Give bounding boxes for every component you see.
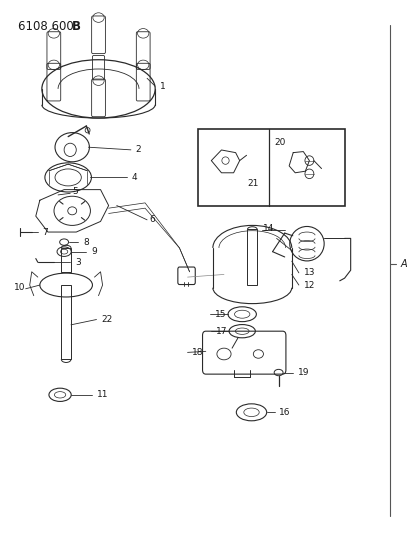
Bar xyxy=(197,128,344,206)
Text: 15: 15 xyxy=(214,310,226,319)
Text: 4: 4 xyxy=(131,173,137,182)
Bar xyxy=(247,229,256,285)
Text: 8: 8 xyxy=(83,238,89,247)
Text: 13: 13 xyxy=(303,268,315,277)
Bar xyxy=(61,248,71,272)
Text: B: B xyxy=(72,20,81,33)
Text: 6: 6 xyxy=(149,215,155,224)
Text: 1: 1 xyxy=(160,82,165,91)
Text: 18: 18 xyxy=(192,348,203,357)
Text: 14: 14 xyxy=(263,224,274,233)
Text: 10: 10 xyxy=(13,283,25,292)
Text: 2: 2 xyxy=(135,146,141,155)
Text: 12: 12 xyxy=(303,280,315,289)
Text: 21: 21 xyxy=(247,180,258,189)
Text: 6108 600: 6108 600 xyxy=(18,20,73,33)
Text: 7: 7 xyxy=(43,228,48,237)
Text: 5: 5 xyxy=(72,187,78,196)
Text: 9: 9 xyxy=(91,247,97,256)
Text: 3: 3 xyxy=(75,258,81,266)
Bar xyxy=(61,285,71,359)
Text: 16: 16 xyxy=(279,408,290,417)
Text: 17: 17 xyxy=(216,327,227,336)
Text: A: A xyxy=(400,259,407,269)
Text: 20: 20 xyxy=(274,138,285,147)
Text: 11: 11 xyxy=(97,390,108,399)
Text: 19: 19 xyxy=(297,368,308,377)
Text: 22: 22 xyxy=(101,315,112,324)
